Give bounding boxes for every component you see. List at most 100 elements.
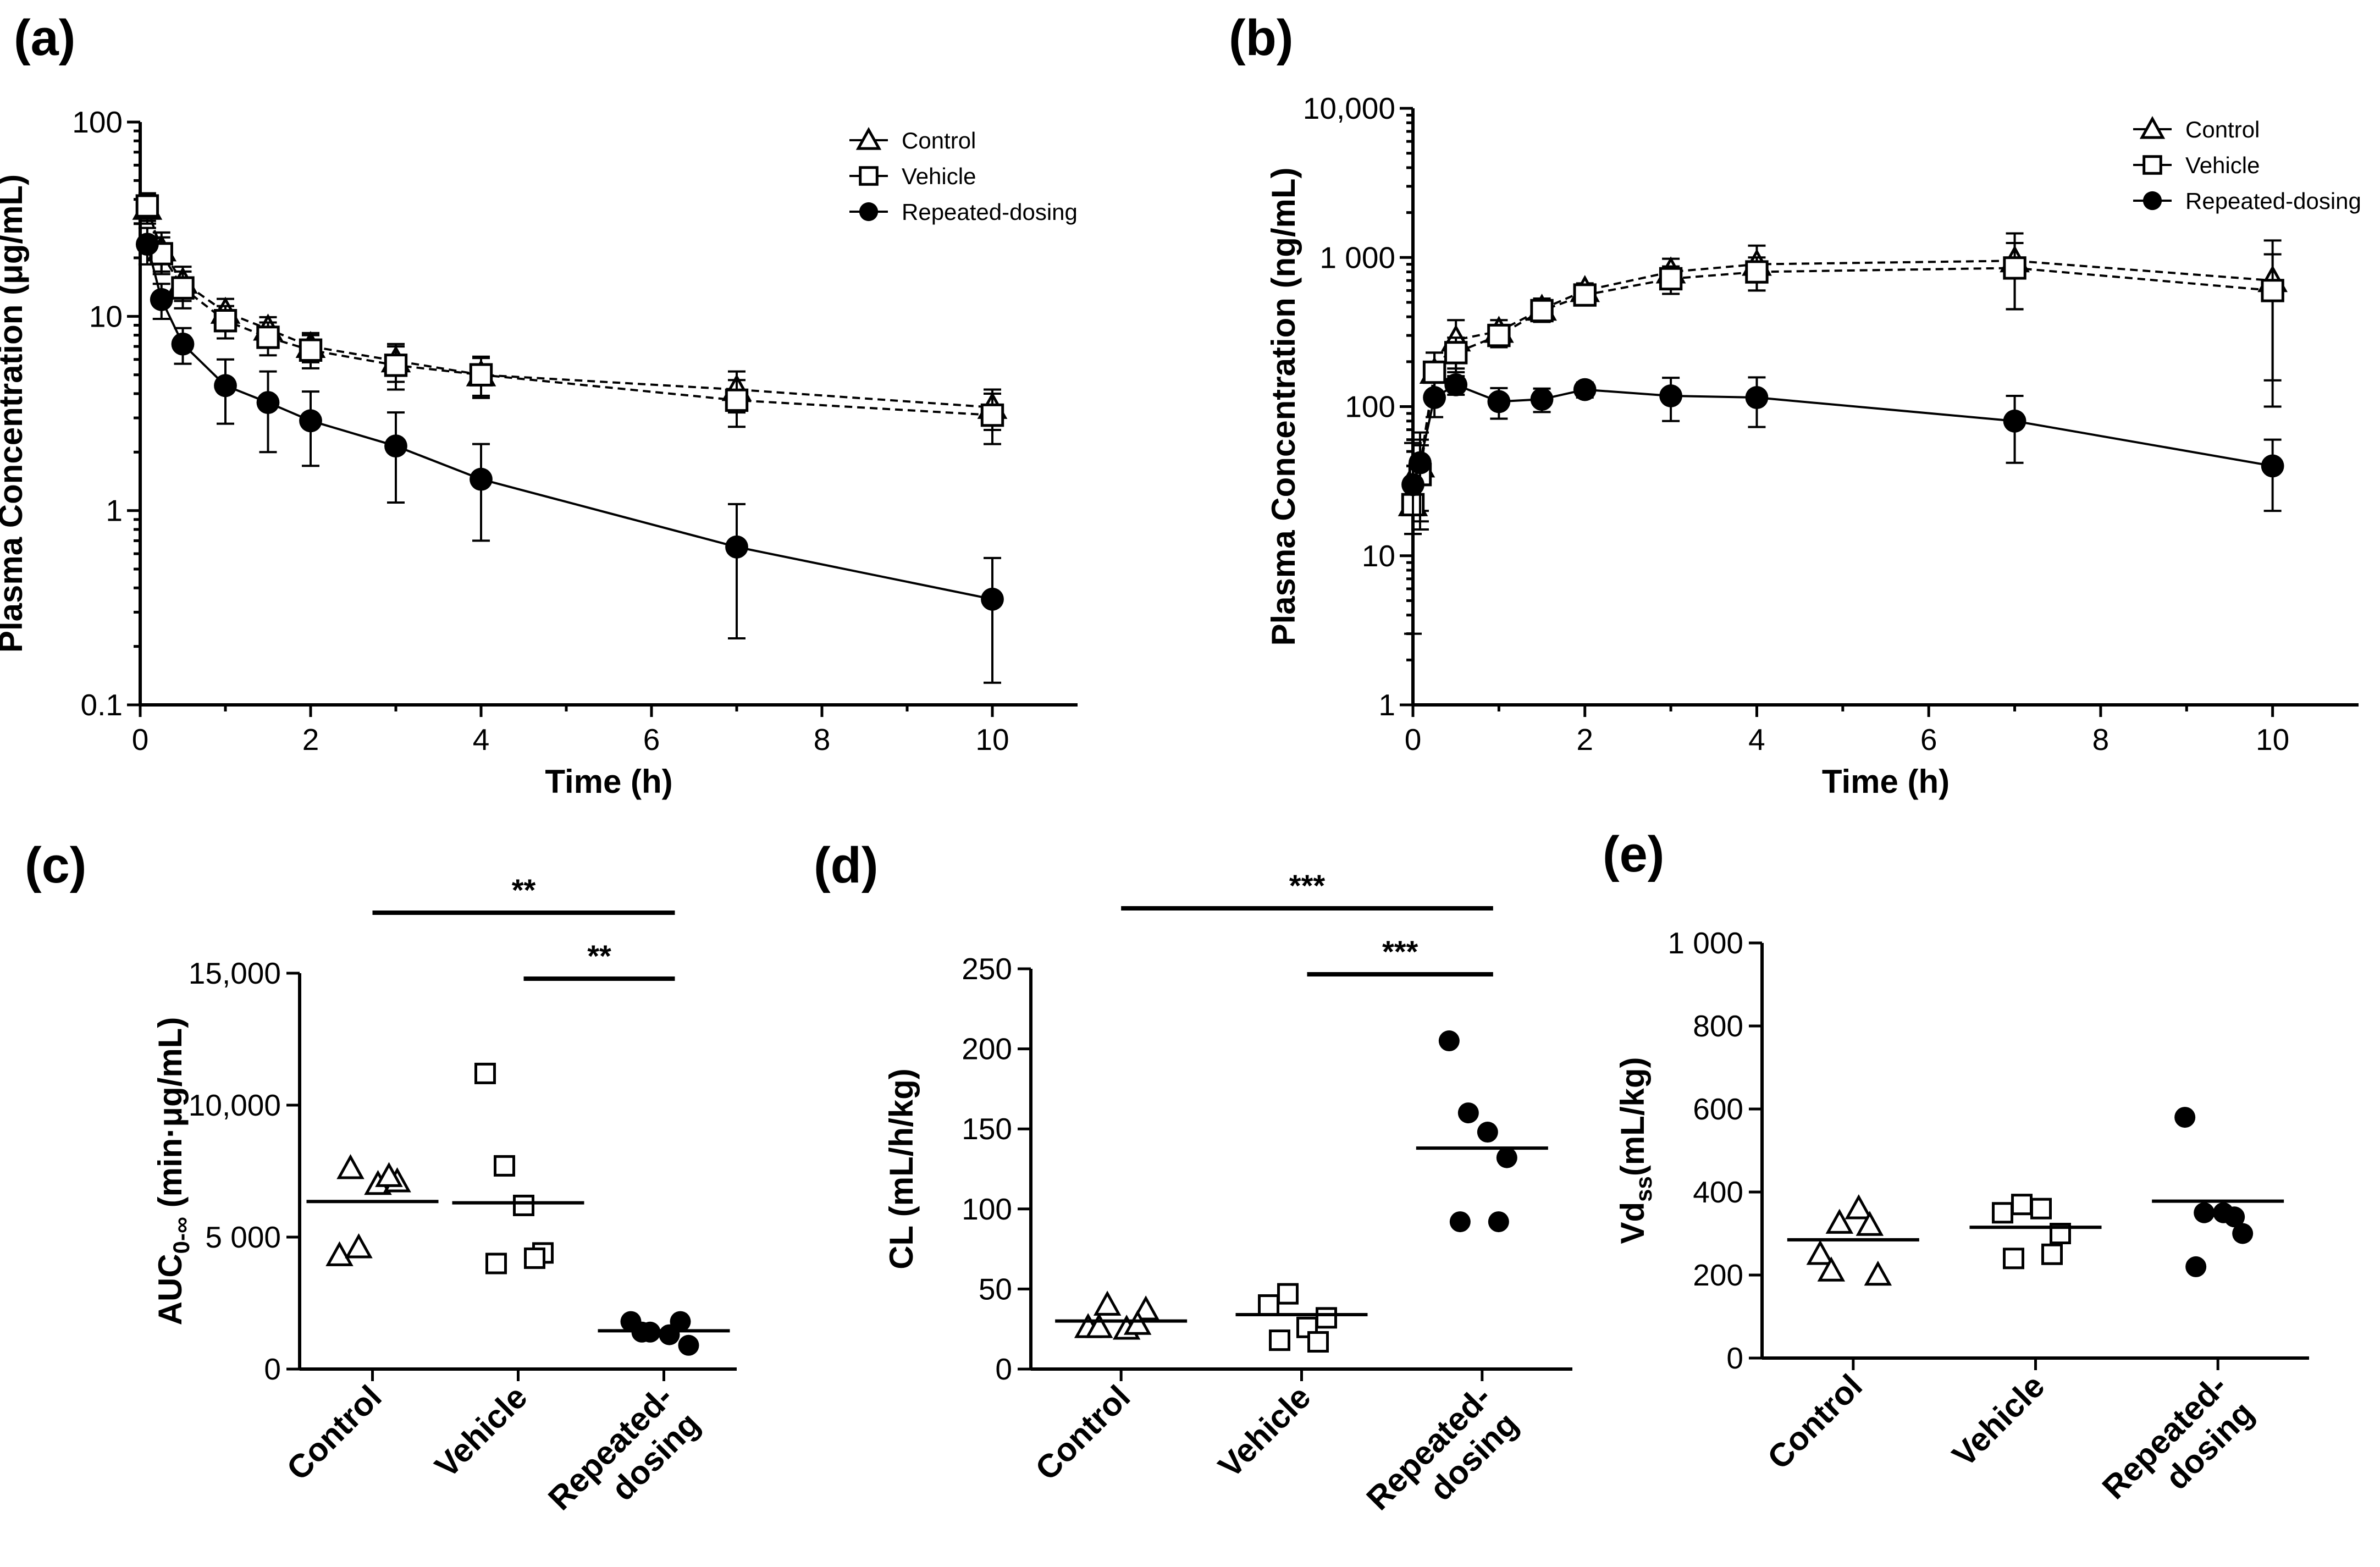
data-point [1258,1294,1279,1316]
data-point [1573,378,1597,401]
y-axis-label: Plasma Concentration (μg/mL) [0,174,29,653]
y-tick-label: 1 000 [1319,240,1395,274]
data-point [375,1162,403,1187]
x-tick-label: 8 [2092,722,2110,757]
significance-label: ** [512,873,536,907]
y-axis-label: Vdss(mL/kg) [1614,1057,1656,1244]
data-point [1992,1202,2013,1224]
y-tick-label: 100 [72,105,123,139]
data-point [2224,1206,2245,1228]
data-point [469,363,493,387]
x-tick-label: 2 [1576,722,1593,757]
data-point [2174,1107,2196,1128]
data-point [1488,1211,1509,1233]
x-axis-label: Time (h) [545,763,672,800]
category-label-line: Control [1760,1367,1869,1476]
series-line [146,205,993,417]
data-point [384,354,408,377]
category-label-line: Control [280,1378,389,1487]
category-label: Repeated-dosing [541,1378,706,1544]
legend-label: Vehicle [2185,152,2260,178]
x-tick-label: 4 [473,722,490,757]
panel-b: (b) 1 10 100 1 000 10,000 0 2 4 6 8 10 Time (h) Plasm… [1229,10,2361,800]
data-point [725,388,749,412]
y-tick-label: 15,000 [189,956,281,990]
category-label-line: Vehicle [1211,1378,1318,1485]
x-tick-label: 0 [132,722,149,757]
data-point [474,1062,496,1084]
legend-label: Control [2185,117,2260,142]
data-point [1496,1147,1517,1168]
legend-label: Repeated-dosing [2185,188,2361,214]
data-point [299,338,323,362]
data-point [1409,451,1432,474]
data-point [1123,1310,1152,1335]
legend-marker [2142,191,2162,211]
y-tick-label: 0 [1726,1341,1743,1375]
x-tick-label: 4 [1748,722,1765,757]
y-label-units: (min·μg/mL) [152,1017,189,1217]
y-tick-label: 10 [89,299,123,333]
data-point [494,1155,515,1177]
data-point [513,1194,534,1216]
data-point [1745,386,1769,409]
panel-label-c: (c) [25,837,86,893]
data-point [1269,1329,1290,1351]
y-tick-label: 10 [1362,539,1395,573]
y-tick-label: 5 000 [205,1220,281,1254]
data-point [1401,473,1424,496]
legend-marker [855,126,882,150]
significance-label: *** [1289,868,1326,903]
y-tick-label: 800 [1693,1009,1743,1043]
data-point [1845,1194,1873,1220]
panel-label-d: (d) [814,837,878,893]
data-point [1131,1295,1160,1321]
data-point [1864,1260,1892,1286]
y-axis-label: AUC0-∞ (min·μg/mL) [152,1017,194,1326]
data-point [1438,1030,1460,1052]
data-point [485,1253,507,1274]
group-circle [598,1311,730,1356]
panel-c: (c) 0 5 000 10,000 15,000 Control Vehicle Repea… [25,837,737,1544]
data-point [981,587,1004,611]
series-line [146,244,993,600]
data-point [1745,260,1769,284]
x-axis-label: Time (h) [1822,763,1950,800]
data-point [1444,373,1468,396]
x-tick-label: 6 [643,722,660,757]
data-point [1477,1122,1498,1143]
y-tick-label: 0 [264,1352,281,1386]
group-square [1969,1194,2102,1270]
data-point [171,332,195,356]
category-label: Vehicle [428,1378,534,1485]
data-point [1825,1209,1854,1234]
data-point [171,276,195,300]
y-tick-label: 100 [962,1192,1012,1226]
data-point [2003,409,2026,433]
data-point [670,1311,691,1332]
data-point [256,325,280,349]
x-tick-label: 10 [975,722,1009,757]
category-label-line: Vehicle [428,1378,534,1485]
y-label-units: (mL/kg) [1614,1057,1651,1176]
panel-label-e: (e) [1603,826,1664,882]
legend-label: Control [902,128,976,153]
data-point [1307,1331,1329,1353]
legend: Control Vehicle Repeated-dosing [2133,115,2361,214]
data-point [678,1334,699,1356]
data-point [1277,1283,1299,1305]
series-circle [135,227,1004,684]
y-tick-label: 600 [1693,1092,1743,1126]
series-line [146,208,993,409]
series-triangle [1398,232,2288,536]
data-point [1659,384,1682,407]
y-tick-label: 100 [1345,390,1395,424]
data-point [1316,1307,1337,1329]
data-point [150,288,173,311]
group-circle [2152,1107,2284,1277]
legend-marker [2139,115,2166,139]
data-point [1487,390,1511,413]
y-tick-label: 0.1 [81,688,123,722]
data-point [1817,1256,1846,1282]
